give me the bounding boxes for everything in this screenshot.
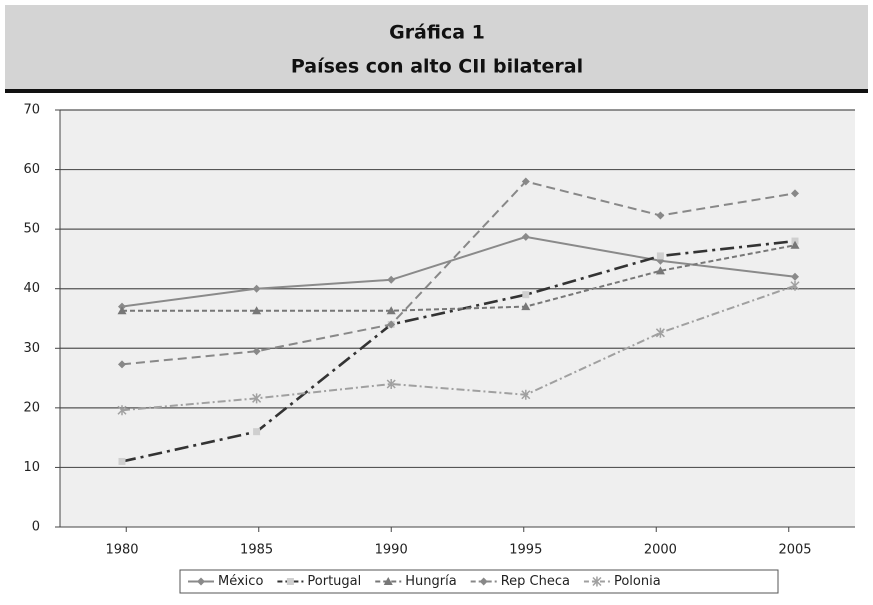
- data-point: [387, 275, 396, 284]
- x-tick-label: 2005: [778, 543, 811, 558]
- data-point: [521, 389, 531, 400]
- plot-area: [60, 110, 855, 527]
- y-tick-label: 0: [32, 520, 40, 535]
- x-tick-label: 1995: [509, 543, 542, 558]
- data-point: [386, 306, 396, 315]
- data-point: [117, 306, 127, 315]
- data-point: [118, 360, 126, 369]
- legend-marker: [592, 576, 602, 587]
- series-line: [121, 235, 796, 308]
- x-tick-label: 1985: [240, 543, 273, 558]
- legend-marker: [286, 578, 294, 585]
- data-point: [656, 252, 664, 260]
- x-tick-label: 2000: [644, 543, 677, 558]
- data-point: [791, 189, 799, 198]
- y-tick-label: 20: [23, 400, 40, 415]
- data-point: [387, 320, 396, 329]
- data-point: [252, 347, 261, 356]
- y-tick-label: 10: [23, 460, 40, 475]
- y-tick-label: 70: [23, 103, 40, 118]
- data-point: [790, 280, 800, 291]
- data-point: [521, 177, 530, 186]
- series-line: [121, 284, 796, 412]
- legend-marker: [383, 577, 393, 585]
- y-tick-label: 30: [23, 341, 40, 356]
- legend-label: Polonia: [614, 574, 661, 589]
- data-point: [521, 302, 531, 311]
- header-rule: [5, 89, 868, 93]
- series-line: [121, 180, 796, 366]
- data-point: [521, 232, 530, 241]
- chart-title: Gráfica 1: [389, 22, 485, 44]
- y-tick-label: 40: [23, 281, 40, 296]
- data-point: [522, 291, 530, 299]
- data-point: [386, 379, 396, 390]
- data-point: [790, 240, 800, 249]
- header-band: [5, 5, 868, 89]
- data-point: [656, 211, 665, 220]
- data-point: [655, 266, 665, 275]
- data-point: [118, 457, 126, 465]
- legend-label: Rep Checa: [501, 574, 570, 589]
- legend-label: Portugal: [307, 574, 361, 589]
- data-point: [252, 306, 262, 315]
- data-point: [791, 272, 799, 281]
- data-point: [655, 327, 665, 338]
- data-point: [117, 405, 127, 416]
- legend-label: México: [218, 574, 263, 589]
- y-tick-label: 60: [23, 162, 40, 177]
- data-point: [253, 428, 261, 436]
- legend-label: Hungría: [405, 574, 456, 589]
- x-tick-label: 1990: [375, 543, 408, 558]
- y-tick-label: 50: [23, 222, 40, 237]
- legend-marker: [197, 577, 205, 586]
- data-point: [252, 393, 262, 404]
- legend-marker: [479, 577, 488, 586]
- data-point: [252, 284, 261, 293]
- series-line: [122, 244, 796, 312]
- chart-subtitle: Países con alto CII bilateral: [291, 56, 583, 78]
- x-tick-label: 1980: [105, 543, 138, 558]
